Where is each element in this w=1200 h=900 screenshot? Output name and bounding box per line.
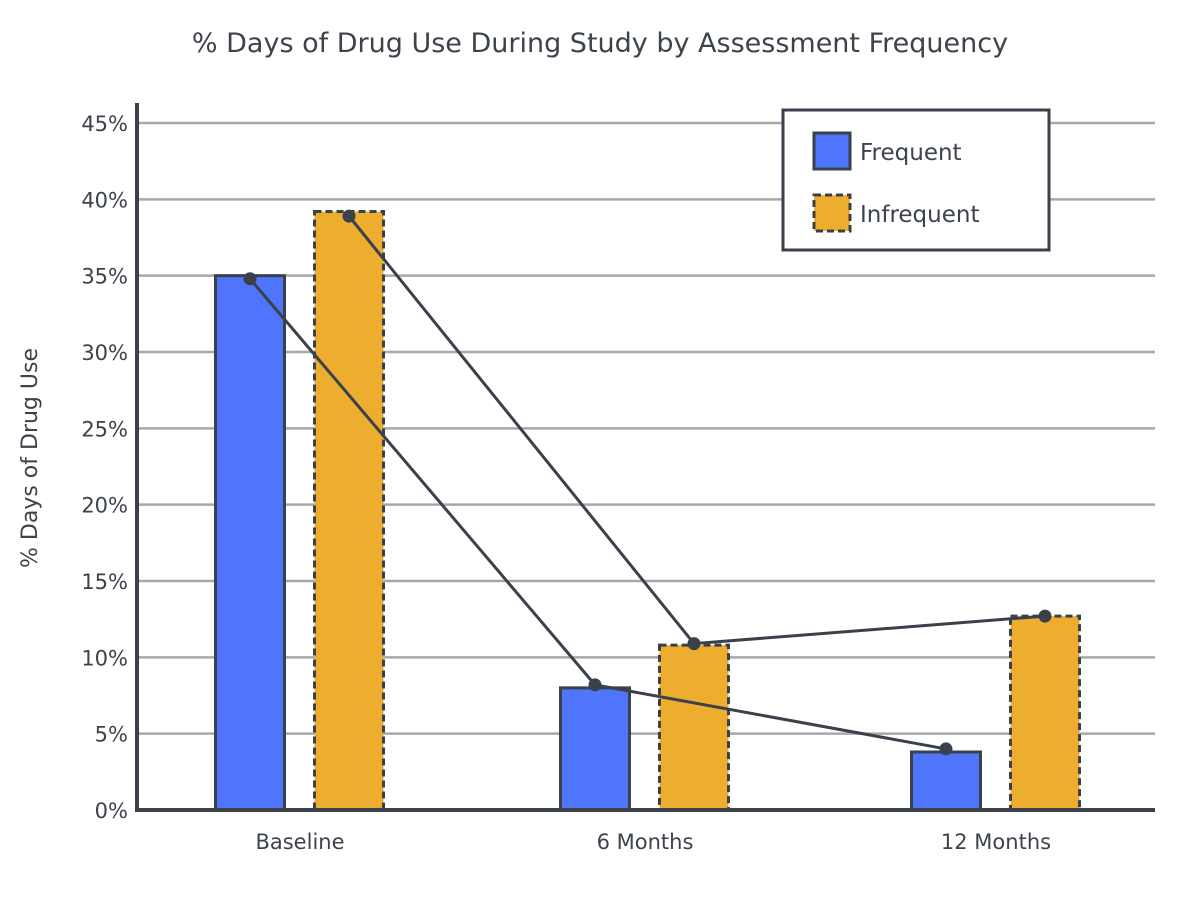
y-tick-label: 20% (81, 494, 128, 518)
axes (135, 103, 1155, 812)
trend-point-frequent-baseline (243, 272, 257, 286)
x-tick-labels: Baseline 6 Months 12 Months (255, 830, 1051, 854)
trend-point-infrequent-12-months (1038, 609, 1052, 623)
trend-line-infrequent (347, 215, 1046, 646)
y-tick-label: 0% (95, 799, 128, 823)
x-tick-label: Baseline (255, 830, 344, 854)
bar-frequent-12-months (910, 750, 982, 812)
bars (214, 210, 1081, 812)
trend-lines (243, 209, 1052, 756)
legend-swatch-infrequent (812, 193, 852, 233)
bar-frequent-baseline (214, 274, 286, 812)
chart-title: % Days of Drug Use During Study by Asses… (192, 28, 1008, 59)
y-tick-label: 45% (81, 112, 128, 136)
legend-label-frequent: Frequent (860, 140, 962, 166)
trend-point-frequent-12-months (939, 742, 953, 756)
x-tick-label: 6 Months (597, 830, 694, 854)
legend-label-infrequent: Infrequent (860, 202, 979, 228)
trend-point-infrequent-baseline (342, 209, 356, 223)
trend-point-frequent-6-months (588, 678, 602, 692)
legend: Frequent Infrequent (781, 108, 1051, 252)
bar-frequent-6-months (559, 686, 631, 812)
x-tick-label: 12 Months (941, 830, 1051, 854)
y-tick-label: 30% (81, 341, 128, 365)
trend-point-infrequent-6-months (687, 637, 701, 651)
bar-infrequent-baseline (313, 210, 385, 812)
y-tick-labels: 0% 5% 10% 15% 20% 25% 30% 35% 40% 45% (81, 112, 128, 823)
y-axis-label: % Days of Drug Use (18, 348, 43, 568)
y-tick-label: 35% (81, 265, 128, 289)
gridlines (137, 121, 1155, 735)
bar-infrequent-6-months (658, 643, 730, 812)
y-tick-label: 40% (81, 188, 128, 212)
y-tick-label: 10% (81, 646, 128, 670)
y-tick-label: 15% (81, 570, 128, 594)
legend-swatch-frequent (812, 131, 852, 171)
y-tick-label: 5% (95, 723, 128, 747)
bar-infrequent-12-months (1009, 614, 1081, 812)
y-tick-label: 25% (81, 417, 128, 441)
